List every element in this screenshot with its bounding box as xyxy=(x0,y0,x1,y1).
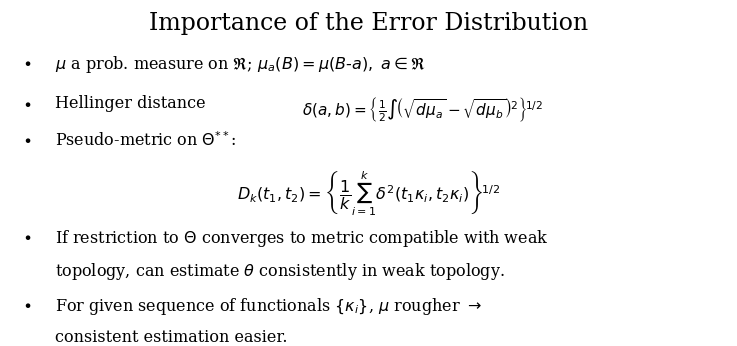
Text: $\bullet$: $\bullet$ xyxy=(22,228,32,245)
Text: Pseudo-metric on $\Theta^{**}$:: Pseudo-metric on $\Theta^{**}$: xyxy=(55,131,237,150)
Text: topology, can estimate $\theta$ consistently in weak topology.: topology, can estimate $\theta$ consiste… xyxy=(55,261,505,282)
Text: $\bullet$: $\bullet$ xyxy=(22,131,32,148)
Text: consistent estimation easier.: consistent estimation easier. xyxy=(55,329,287,346)
Text: If restriction to $\Theta$ converges to metric compatible with weak: If restriction to $\Theta$ converges to … xyxy=(55,228,549,249)
Text: $\mu$ a prob. measure on $\mathfrak{R}$; $\mu_a(B) = \mu(B\text{-}a),\ a\in \mat: $\mu$ a prob. measure on $\mathfrak{R}$;… xyxy=(55,54,426,75)
Text: $\bullet$: $\bullet$ xyxy=(22,296,32,313)
Text: For given sequence of functionals $\{\kappa_i\}$, $\mu$ rougher $\rightarrow$: For given sequence of functionals $\{\ka… xyxy=(55,296,482,317)
Text: Hellinger distance: Hellinger distance xyxy=(55,95,206,112)
Text: $D_k(t_1,t_2) = \left\{\dfrac{1}{k}\sum_{i=1}^{k}\delta^2(t_1\kappa_i,t_2\kappa_: $D_k(t_1,t_2) = \left\{\dfrac{1}{k}\sum_… xyxy=(237,170,500,218)
Text: $\bullet$: $\bullet$ xyxy=(22,54,32,71)
Text: $\bullet$: $\bullet$ xyxy=(22,95,32,112)
Text: Importance of the Error Distribution: Importance of the Error Distribution xyxy=(149,12,588,35)
Text: $\delta(a,b) = \left\{\frac{1}{2}\int\!\left(\sqrt{d\mu_a} - \sqrt{d\mu_b}\right: $\delta(a,b) = \left\{\frac{1}{2}\int\!\… xyxy=(302,95,543,124)
